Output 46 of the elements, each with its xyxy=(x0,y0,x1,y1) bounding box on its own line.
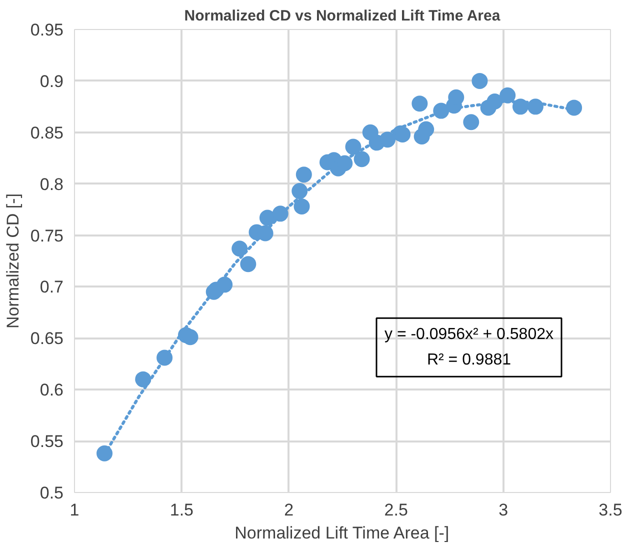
annotation: R² = 0.9881 xyxy=(426,352,512,369)
point xyxy=(294,198,310,214)
point xyxy=(272,206,288,222)
point xyxy=(448,89,464,106)
y-tick-label: 0.85 xyxy=(30,123,64,142)
y-tick-label: 0.8 xyxy=(40,174,64,194)
point xyxy=(345,138,362,155)
point xyxy=(296,166,312,183)
point xyxy=(527,98,544,115)
point xyxy=(380,132,396,148)
point xyxy=(433,102,450,119)
point xyxy=(259,210,276,226)
x-tick-label: 1.5 xyxy=(170,500,194,520)
y-tick-label: 0.5 xyxy=(40,484,64,502)
point xyxy=(96,445,113,462)
y-tick-label: 0.55 xyxy=(30,432,64,452)
x-tick-label: 3 xyxy=(498,500,508,520)
point xyxy=(292,183,308,200)
y-tick-label: 0.75 xyxy=(30,226,64,246)
x-tick-label: 2.5 xyxy=(384,500,408,520)
y-tick-label: 0.65 xyxy=(30,329,64,348)
point xyxy=(486,94,503,110)
point xyxy=(354,151,370,168)
point xyxy=(500,87,516,104)
annotation: y = -0.0956x² + 0.5802x xyxy=(384,326,554,344)
point xyxy=(566,100,582,116)
y-tick-label: 0.6 xyxy=(40,380,64,400)
x-axis-title: Normalized Lift Time Area [-] xyxy=(234,524,450,542)
point xyxy=(232,240,248,257)
x-tick-label: 2 xyxy=(284,500,294,520)
point xyxy=(463,114,480,130)
y-tick-label: 0.95 xyxy=(30,20,64,40)
point xyxy=(472,72,488,89)
y-tick-label: 0.9 xyxy=(40,72,64,91)
y-axis-title: Normalized CD [-] xyxy=(3,193,22,329)
x-tick-label: 3.5 xyxy=(598,500,622,520)
x-tick-label: 1 xyxy=(70,500,80,520)
point xyxy=(418,121,434,138)
point xyxy=(216,276,233,293)
point xyxy=(135,371,152,388)
y-tick-label: 0.7 xyxy=(40,278,64,297)
point xyxy=(412,96,428,112)
point xyxy=(240,256,256,272)
point xyxy=(156,350,173,366)
point xyxy=(512,98,528,115)
chart-title: Normalized CD vs Normalized Lift Time Area xyxy=(184,8,501,24)
